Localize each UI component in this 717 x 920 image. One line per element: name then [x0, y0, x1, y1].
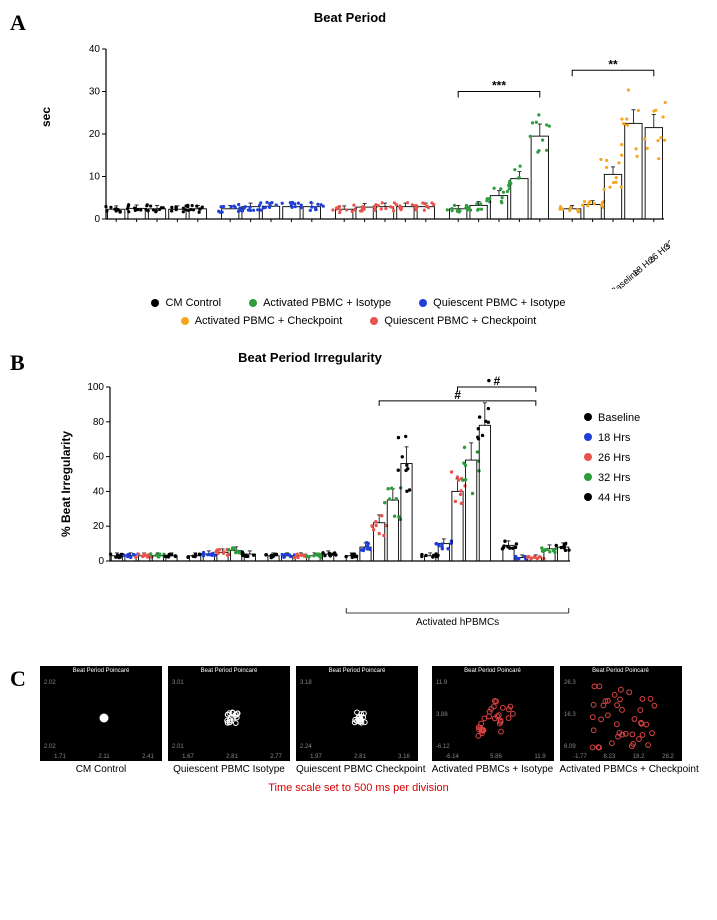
poincare-caption: CM Control — [40, 764, 162, 776]
poincare-caption: Quiescent PBMC Checkpoint — [296, 764, 426, 776]
legend-a: CM Control Activated PBMC + Isotype Quiesc… — [79, 297, 639, 327]
chart-a-ylabel: sec — [39, 107, 53, 127]
chart-b-title: Beat Period Irregularity — [70, 350, 550, 365]
panel-c-label: C — [10, 666, 26, 692]
svg-text:Baseline: Baseline — [598, 412, 640, 424]
svg-text:1.97: 1.97 — [310, 754, 322, 760]
svg-text:2.81: 2.81 — [354, 754, 366, 760]
svg-text:8.23: 8.23 — [603, 754, 615, 760]
poincare-cell: Beat Period Poincaré1.972.813.163.182.24… — [296, 666, 426, 776]
svg-text:6.09: 6.09 — [564, 744, 576, 750]
svg-text:30: 30 — [89, 87, 101, 98]
legend-item: Activated PBMC + Isotype — [249, 297, 391, 309]
svg-text:80: 80 — [93, 417, 105, 428]
poincare-caption: Quiescent PBMC Isotype — [168, 764, 290, 776]
svg-text:2.11: 2.11 — [98, 754, 110, 760]
poincare-cell: Beat Period Poincaré1.672.812.773.012.01… — [168, 666, 290, 776]
svg-text:**: ** — [608, 57, 618, 71]
svg-text:40: 40 — [89, 44, 101, 55]
svg-text:-1.77: -1.77 — [573, 754, 587, 760]
poincare-plot: Beat Period Poincaré-6.145.8611.911.93.8… — [432, 666, 554, 761]
panel-c-footnote: Time scale set to 500 ms per division — [10, 782, 707, 794]
svg-text:18.2: 18.2 — [632, 754, 644, 760]
svg-text:#: # — [493, 374, 500, 388]
svg-text:40: 40 — [93, 486, 105, 497]
svg-text:2.01: 2.01 — [172, 744, 184, 750]
svg-text:28.2: 28.2 — [662, 754, 674, 760]
svg-text:0: 0 — [98, 556, 104, 567]
svg-text:2.81: 2.81 — [226, 754, 238, 760]
poincare-caption: Activated PBMCs + Isotype — [432, 764, 554, 776]
svg-text:-6.14: -6.14 — [445, 754, 459, 760]
poincare-row: Beat Period Poincaré1.712.112.412.022.02… — [40, 666, 707, 776]
chart-a-title: Beat Period — [70, 10, 630, 25]
svg-text:32 Hrs: 32 Hrs — [598, 472, 631, 484]
chart-b: 020406080100Control CMsIsotypeCheckpoint… — [70, 369, 690, 639]
svg-text:44 Hrs: 44 Hrs — [598, 492, 631, 504]
legend-item: Quiescent PBMC + Checkpoint — [370, 315, 536, 327]
svg-text:26 Hrs: 26 Hrs — [598, 452, 631, 464]
svg-text:2.02: 2.02 — [44, 680, 56, 686]
legend-item: Quiescent PBMC + Isotype — [419, 297, 565, 309]
svg-text:11.9: 11.9 — [436, 680, 448, 686]
svg-text:3.01: 3.01 — [172, 680, 184, 686]
poincare-caption: Activated PBMCs + Checkpoint — [560, 764, 699, 776]
svg-text:Activated hPBMCs: Activated hPBMCs — [416, 617, 499, 628]
svg-text:26.3: 26.3 — [564, 680, 576, 686]
svg-text:***: *** — [492, 79, 506, 93]
svg-text:1.71: 1.71 — [54, 754, 66, 760]
legend-item: Activated PBMC + Checkpoint — [181, 315, 343, 327]
svg-text:0: 0 — [94, 214, 100, 225]
svg-text:18 Hrs: 18 Hrs — [598, 432, 631, 444]
svg-text:2.41: 2.41 — [142, 754, 154, 760]
svg-text:-6.12: -6.12 — [436, 744, 450, 750]
poincare-cell: Beat Period Poincaré-6.145.8611.911.93.8… — [432, 666, 554, 776]
svg-text:20: 20 — [93, 521, 105, 532]
svg-text:2.24: 2.24 — [300, 744, 312, 750]
svg-text:20: 20 — [89, 129, 101, 140]
svg-text:2.77: 2.77 — [270, 754, 282, 760]
svg-text:3.18: 3.18 — [300, 680, 312, 686]
poincare-cell: Beat Period Poincaré1.712.112.412.022.02… — [40, 666, 162, 776]
poincare-plot: Beat Period Poincaré1.972.813.163.182.24 — [296, 666, 418, 761]
poincare-plot: Beat Period Poincaré-1.778.2318.228.226.… — [560, 666, 682, 761]
svg-text:5.86: 5.86 — [490, 754, 502, 760]
svg-text:3.16: 3.16 — [398, 754, 410, 760]
panel-a-label: A — [10, 10, 26, 36]
legend-item: CM Control — [151, 297, 221, 309]
poincare-plot: Beat Period Poincaré1.672.812.773.012.01 — [168, 666, 290, 761]
poincare-cell: Beat Period Poincaré-1.778.2318.228.226.… — [560, 666, 699, 776]
panel-b-label: B — [10, 350, 25, 376]
svg-text:10: 10 — [89, 172, 101, 183]
svg-text:16.3: 16.3 — [564, 712, 576, 718]
svg-text:60: 60 — [93, 452, 105, 463]
chart-a: 010203040Baseline18 Hrs26 Hrs32 Hrs44 Hr… — [70, 29, 670, 289]
svg-text:11.9: 11.9 — [534, 754, 546, 760]
poincare-plot: Beat Period Poincaré1.712.112.412.022.02 — [40, 666, 162, 761]
svg-text:1.67: 1.67 — [182, 754, 194, 760]
svg-text:100: 100 — [87, 382, 104, 393]
svg-text:2.02: 2.02 — [44, 744, 56, 750]
svg-text:3.88: 3.88 — [436, 712, 448, 718]
